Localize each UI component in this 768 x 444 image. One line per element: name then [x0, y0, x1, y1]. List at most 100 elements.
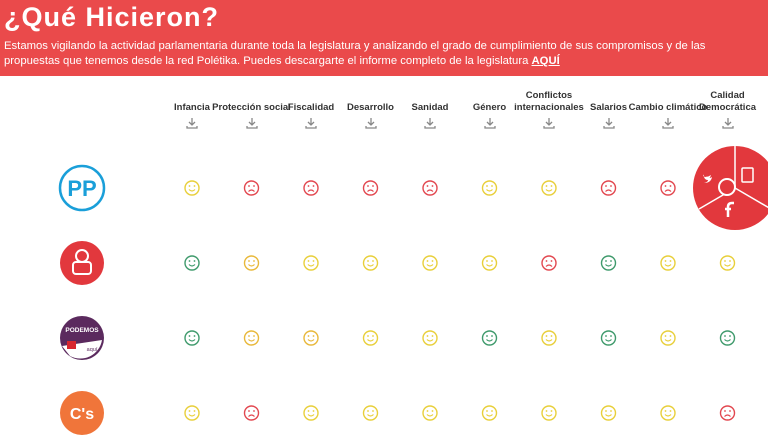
column-header[interactable]: Conflictos internacionales	[509, 90, 589, 133]
column-header[interactable]: Salarios	[569, 90, 649, 133]
rating-face	[541, 330, 557, 346]
face-eye	[307, 260, 310, 262]
face-eye	[550, 185, 553, 187]
face-mouth	[545, 264, 553, 267]
download-icon[interactable]	[602, 117, 615, 129]
rating-face	[422, 405, 438, 421]
face-eye	[729, 410, 731, 412]
face-outline	[660, 180, 676, 196]
face-eye	[486, 335, 488, 337]
face-outline	[660, 255, 676, 271]
face-outline	[303, 180, 319, 196]
face-eye	[664, 185, 667, 187]
face-mouth	[664, 414, 672, 417]
face-eye	[729, 260, 731, 262]
face-eye	[431, 185, 434, 187]
face-eye	[550, 260, 553, 262]
face-outline	[184, 180, 200, 196]
download-icon[interactable]	[424, 117, 436, 129]
face-mouth	[307, 264, 315, 267]
face-eye	[188, 335, 191, 337]
download-icon[interactable]	[364, 117, 377, 129]
face-mouth	[664, 264, 672, 267]
face-eye	[664, 260, 667, 262]
download-icon[interactable]	[186, 117, 198, 129]
face-eye	[664, 335, 667, 337]
face-outline	[184, 405, 200, 421]
face-outline	[303, 255, 319, 271]
download-icon[interactable]	[543, 117, 555, 129]
rating-face	[362, 405, 379, 421]
face-eye	[545, 185, 548, 187]
face-eye	[729, 335, 731, 337]
column-header[interactable]: Desarrollo	[331, 90, 411, 133]
column-label: Cambio climático	[628, 102, 708, 113]
download-icon[interactable]	[662, 117, 674, 129]
rating-face	[541, 255, 557, 271]
face-mouth	[486, 339, 493, 342]
face-eye	[367, 185, 369, 187]
logo-text: PP	[67, 176, 96, 201]
column-header[interactable]: Calidad Democrática	[688, 90, 768, 133]
face-eye	[431, 335, 434, 337]
face-eye	[431, 260, 434, 262]
column-header[interactable]: Cambio climático	[628, 90, 708, 133]
face-eye	[669, 185, 672, 187]
face-eye	[193, 410, 196, 412]
rating-face	[600, 330, 617, 346]
face-mouth	[545, 414, 553, 417]
face-outline	[660, 405, 676, 421]
face-eye	[312, 185, 315, 187]
rating-face	[184, 405, 200, 421]
rating-face	[362, 330, 379, 346]
download-icon[interactable]	[245, 117, 258, 129]
face-outline	[481, 330, 498, 346]
column-label: Calidad Democrática	[698, 90, 757, 113]
rating-face	[660, 405, 676, 421]
face-eye	[605, 185, 607, 187]
column-header[interactable]: Fiscalidad	[271, 90, 351, 133]
face-outline	[719, 255, 736, 271]
face-outline	[422, 330, 438, 346]
face-outline	[600, 255, 617, 271]
download-icon[interactable]	[305, 117, 317, 129]
face-mouth	[188, 339, 196, 342]
column-header[interactable]: Infancia	[152, 90, 232, 133]
column-header[interactable]: Género	[450, 90, 530, 133]
face-mouth	[426, 414, 434, 417]
face-eye	[669, 335, 672, 337]
face-eye	[188, 410, 191, 412]
face-eye	[431, 410, 434, 412]
face-eye	[372, 335, 374, 337]
rating-face	[422, 180, 438, 196]
rating-face	[243, 330, 260, 346]
face-outline	[600, 330, 617, 346]
face-mouth	[724, 264, 731, 267]
download-icon[interactable]	[483, 117, 496, 129]
face-outline	[362, 330, 379, 346]
face-eye	[307, 410, 310, 412]
logo-hand	[72, 261, 92, 275]
face-eye	[367, 260, 369, 262]
column-header[interactable]: Sanidad	[390, 90, 470, 133]
face-eye	[669, 410, 672, 412]
face-outline	[243, 330, 260, 346]
face-eye	[248, 185, 250, 187]
rating-face	[541, 405, 557, 421]
face-eye	[610, 260, 612, 262]
face-eye	[188, 260, 191, 262]
column-label: Fiscalidad	[287, 102, 335, 113]
face-eye	[724, 260, 726, 262]
face-outline	[660, 330, 676, 346]
face-eye	[193, 185, 196, 187]
column-header[interactable]: Protección social	[212, 90, 292, 133]
face-outline	[184, 255, 200, 271]
rating-face	[303, 330, 319, 346]
logo-shape	[60, 391, 104, 435]
face-eye	[426, 410, 429, 412]
face-mouth	[605, 264, 612, 267]
face-eye	[426, 335, 429, 337]
download-icon[interactable]	[721, 117, 734, 129]
download-link[interactable]: AQUÍ	[531, 55, 560, 67]
rating-face	[600, 180, 617, 196]
